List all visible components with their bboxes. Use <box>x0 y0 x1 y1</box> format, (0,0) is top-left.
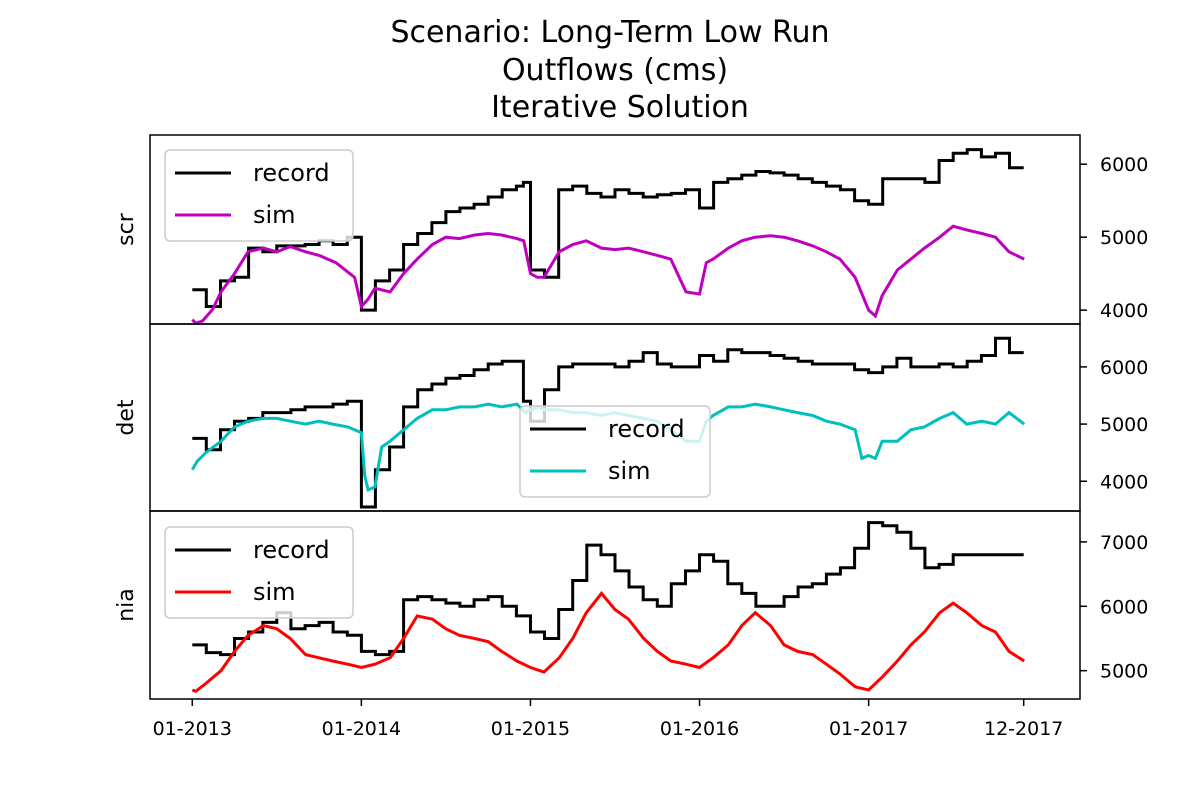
axes-frame-nia <box>149 510 1081 700</box>
y-tick-label-nia-5000: 5000 <box>1100 661 1148 683</box>
y-axis-label-det: det <box>114 399 139 436</box>
legend-label-nia-sim: sim <box>253 578 296 606</box>
chart-title-line-1: Scenario: Long-Term Low Run <box>390 15 829 50</box>
series-det-record <box>192 336 1024 509</box>
series-nia-sim <box>191 591 1026 694</box>
series-scr-sim <box>191 224 1025 326</box>
x-tick-label-01-2015: 01-2015 <box>491 718 570 740</box>
legend-det: record sim <box>519 405 711 498</box>
panel-scr: 4000 5000 6000 scr record sim <box>114 134 1148 326</box>
y-axis-label-scr: scr <box>114 212 139 246</box>
y-axis-label-nia: nia <box>114 588 139 622</box>
y-tick-label-scr-6000: 6000 <box>1100 154 1148 176</box>
y-tick-label-nia-6000: 6000 <box>1100 596 1148 618</box>
y-tick-label-det-4000: 4000 <box>1100 471 1148 493</box>
chart-title-line-3: Iterative Solution <box>491 90 749 125</box>
legend-label-det-record: record <box>608 415 685 443</box>
plot-area: 4000 5000 6000 scr record sim 4000 5000 6000 det r… <box>114 134 1148 740</box>
x-tick-label-01-2013: 01-2013 <box>153 718 232 740</box>
x-tick-label-12-2017: 12-2017 <box>984 718 1063 740</box>
legend-scr: record sim <box>164 149 354 242</box>
x-tick-label-01-2014: 01-2014 <box>322 718 401 740</box>
x-tick-label-01-2017: 01-2017 <box>829 718 908 740</box>
y-tick-label-det-5000: 5000 <box>1100 414 1148 436</box>
y-tick-label-det-6000: 6000 <box>1100 357 1148 379</box>
legend-label-scr-record: record <box>253 159 330 187</box>
series-scr-record <box>192 148 1024 312</box>
series-nia-record <box>192 521 1024 657</box>
y-tick-label-nia-7000: 7000 <box>1100 532 1148 554</box>
y-tick-label-scr-4000: 4000 <box>1100 300 1148 322</box>
chart-title-line-2: Outflows (cms) <box>502 53 728 88</box>
panel-nia: 5000 6000 7000 nia record sim <box>114 510 1148 700</box>
legend-label-det-sim: sim <box>608 457 651 485</box>
legend-label-nia-record: record <box>253 536 330 564</box>
y-tick-label-scr-5000: 5000 <box>1100 227 1148 249</box>
legend-nia: record sim <box>164 526 354 619</box>
panel-det: 4000 5000 6000 det record sim <box>114 323 1148 512</box>
x-tick-label-01-2016: 01-2016 <box>660 718 739 740</box>
legend-label-scr-sim: sim <box>253 201 296 229</box>
